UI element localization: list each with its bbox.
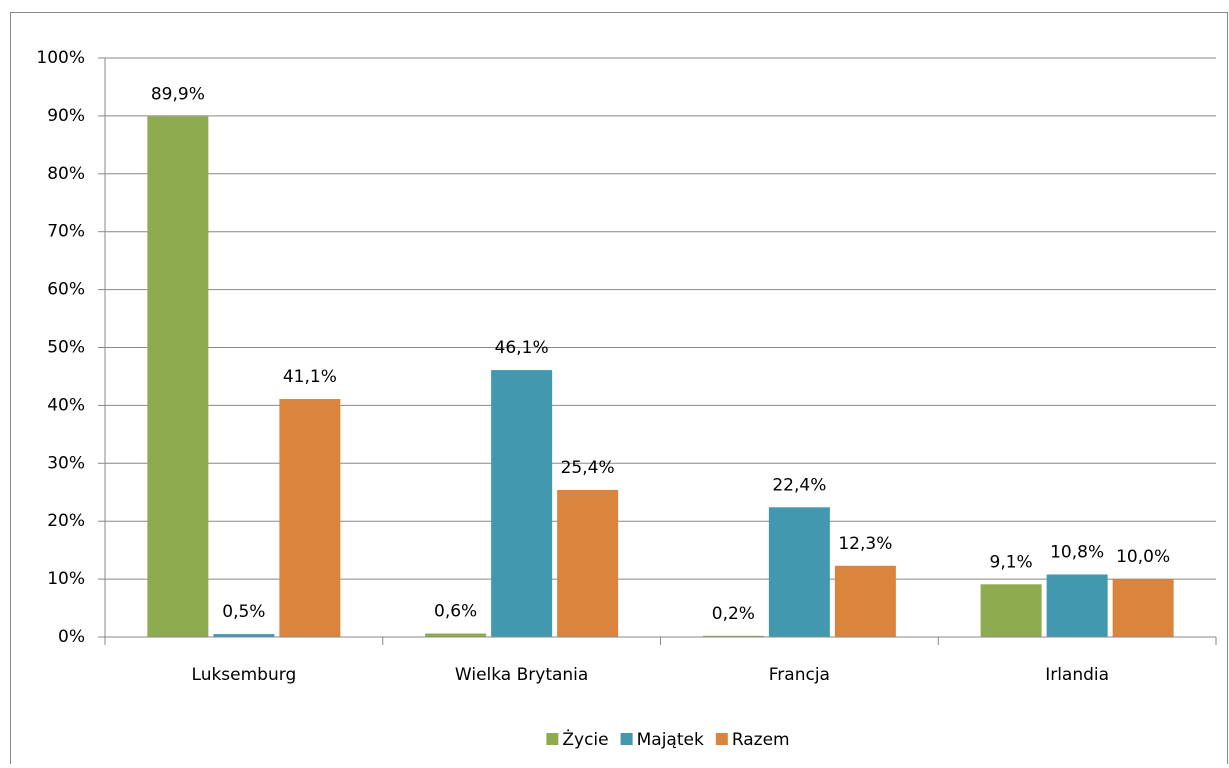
y-tick-label: 80% [47, 164, 85, 184]
bar [1046, 574, 1108, 637]
x-tick-label: Francja [769, 665, 830, 685]
x-tick-label: Luksemburg [192, 665, 297, 685]
bar [279, 399, 341, 637]
legend: Życie Majątek Razem [546, 729, 790, 750]
y-tick-label: 10% [47, 569, 85, 589]
value-label: 9,1% [990, 552, 1033, 572]
bar [557, 489, 619, 637]
bar [768, 507, 830, 637]
legend-swatch [620, 733, 633, 745]
bar [491, 370, 553, 637]
bar [147, 116, 209, 637]
bar [834, 565, 896, 637]
chart-border [10, 12, 1228, 768]
legend-swatch [715, 733, 728, 745]
bar [425, 633, 487, 637]
value-label: 46,1% [495, 338, 549, 358]
y-tick-label: 30% [47, 453, 85, 473]
y-tick-label: 100% [36, 48, 85, 68]
y-tick-label: 70% [47, 222, 85, 242]
y-tick-label: 0% [58, 627, 85, 647]
y-tick-label: 50% [47, 338, 85, 358]
legend-swatch [546, 733, 559, 745]
bar [980, 584, 1042, 637]
value-label: 0,2% [712, 604, 755, 624]
value-label: 89,9% [151, 84, 205, 104]
legend-label: Majątek [637, 730, 704, 750]
value-label: 41,1% [283, 367, 337, 387]
value-label: 25,4% [561, 458, 615, 478]
legend-label: Razem [732, 730, 790, 750]
value-label: 22,4% [772, 475, 826, 495]
bar [1112, 579, 1174, 637]
y-tick-label: 90% [47, 106, 85, 126]
y-tick-label: 20% [47, 511, 85, 531]
value-label: 0,5% [222, 602, 265, 622]
x-tick-label: Irlandia [1045, 665, 1109, 685]
value-label: 12,3% [838, 534, 892, 554]
y-tick-label: 60% [47, 280, 85, 300]
value-label: 10,8% [1050, 542, 1104, 562]
x-tick-label: Wielka Brytania [455, 665, 588, 685]
bar [213, 634, 275, 637]
value-label: 0,6% [434, 602, 477, 622]
legend-label: Życie [562, 729, 608, 750]
y-tick-label: 40% [47, 395, 85, 415]
bar [702, 635, 764, 637]
value-label: 10,0% [1116, 547, 1170, 567]
